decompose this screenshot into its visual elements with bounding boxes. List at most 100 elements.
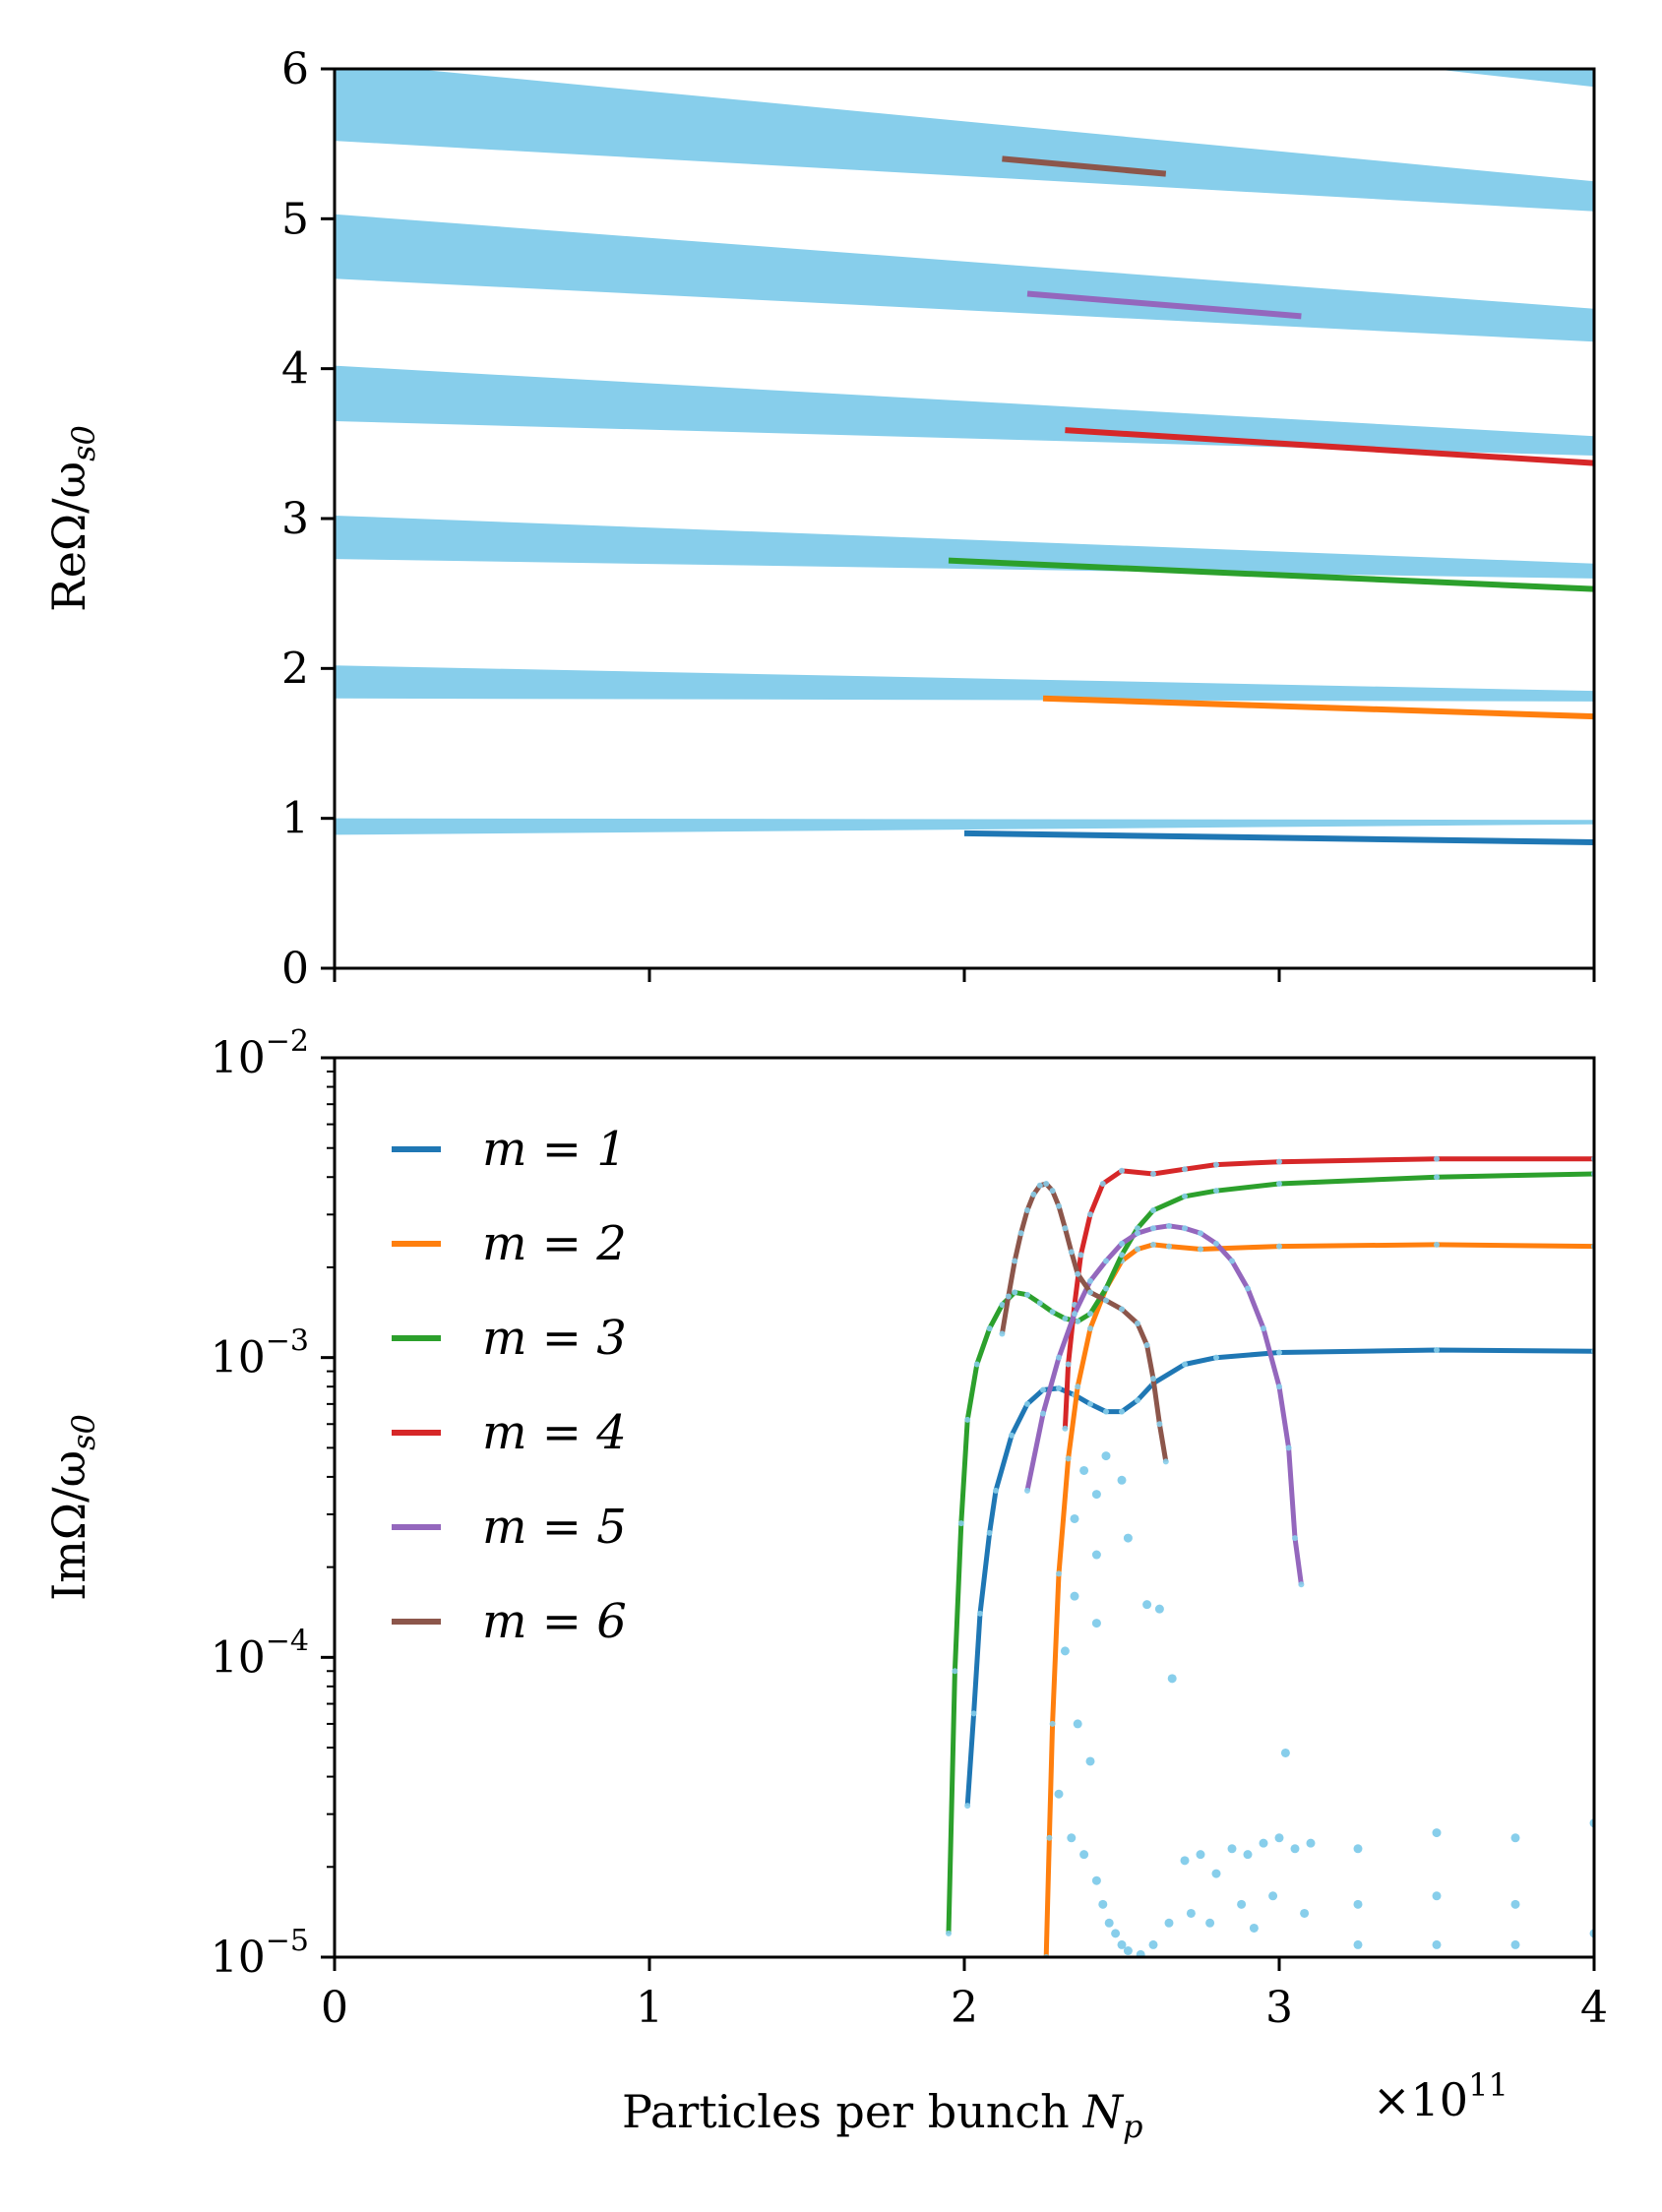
scatter-point	[1136, 1949, 1145, 1957]
bottom-series-m1-marker	[1276, 1349, 1282, 1356]
bottom-series-m1-marker	[1213, 1354, 1219, 1361]
bottom-series-m1-marker	[986, 1529, 993, 1536]
bottom-series-m5-marker	[1245, 1285, 1251, 1292]
bottom-series-m3-marker	[1135, 1225, 1140, 1232]
scatter-point	[1243, 1850, 1253, 1860]
bottom-series-m5-marker	[1087, 1277, 1093, 1284]
bottom-series-m1-marker	[970, 1710, 977, 1717]
scatter-point	[1510, 1939, 1520, 1949]
scatter-point	[1123, 1533, 1133, 1543]
bottom-series-m5-marker	[1198, 1230, 1203, 1237]
bottom-series-m2-marker	[1198, 1246, 1203, 1253]
scatter-point	[1280, 1748, 1290, 1757]
scatter-point	[1353, 1844, 1363, 1854]
bottom-ytick-label: 10−4	[211, 1624, 309, 1683]
bottom-series-m1-marker	[964, 1803, 971, 1810]
bottom-ylabel-sub: s0	[65, 1414, 102, 1450]
band-7	[1432, 69, 1594, 88]
top-series-m4	[1065, 427, 1594, 466]
bottom-series-m3-marker	[1150, 1206, 1156, 1213]
scatter-point	[1104, 1918, 1114, 1928]
scatter-point	[1073, 1719, 1082, 1729]
bottom-series-m3-marker	[999, 1302, 1006, 1309]
bottom-series-m5-marker	[1182, 1225, 1188, 1232]
bottom-series-m2-marker	[1434, 1241, 1440, 1248]
scatter-point	[1148, 1939, 1158, 1949]
bottom-series-m4-marker	[1213, 1161, 1219, 1168]
bottom-series-m2-marker	[1135, 1246, 1140, 1253]
bottom-series-m1	[964, 1347, 1594, 1807]
top-ytick-label: 6	[281, 44, 309, 94]
bottom-series-m6-marker	[1119, 1306, 1125, 1313]
bottom-series-m5-marker	[1276, 1383, 1282, 1390]
bottom-series-m6-marker	[1162, 1458, 1169, 1465]
bottom-scatter-points	[1054, 1451, 1594, 1957]
scatter-point	[1070, 1513, 1079, 1523]
x-multiplier-base: ×10	[1373, 2073, 1468, 2126]
bottom-series-m3	[946, 1171, 1594, 1934]
bottom-series-m1-marker	[1040, 1386, 1046, 1393]
bottom-series-m2-marker	[1049, 1720, 1056, 1727]
bottom-series-m3-marker	[1087, 1311, 1093, 1318]
scatter-point	[1079, 1850, 1089, 1860]
bottom-series-m6-marker	[1135, 1320, 1140, 1326]
bottom-series-m3-marker	[1119, 1252, 1125, 1259]
bottom-series-m4-marker	[1182, 1166, 1188, 1173]
legend-label-m1: m = 1	[482, 1122, 627, 1177]
bottom-xtick-label: 4	[1580, 1983, 1608, 2033]
bottom-series-m1-marker	[1135, 1397, 1140, 1404]
bottom-series-m4	[1062, 1156, 1594, 1429]
bottom-ticks: 0 1 2 3 4 10−5 10−4 10−3 10−2	[211, 1024, 1608, 2033]
bottom-y-axis-label: ImΩ/ωs0	[42, 1414, 102, 1601]
scatter-point	[1091, 1875, 1101, 1885]
bottom-series-m5-marker	[1213, 1240, 1219, 1247]
bottom-series-m3-marker	[1012, 1289, 1018, 1296]
bottom-xtick-label: 3	[1265, 1983, 1293, 2033]
scatter-point	[1186, 1908, 1196, 1918]
scatter-point	[1054, 1789, 1064, 1799]
bottom-series-m6-marker	[1049, 1188, 1056, 1195]
scatter-point	[1085, 1756, 1095, 1766]
top-ytick-label: 2	[281, 644, 309, 694]
scatter-point	[1098, 1899, 1108, 1909]
scatter-point	[1306, 1838, 1316, 1848]
bottom-series-m6-marker	[1087, 1289, 1093, 1296]
scatter-point	[1300, 1908, 1310, 1918]
bottom-series-m6-marker	[1024, 1206, 1030, 1213]
bottom-series-m3-marker	[1024, 1291, 1030, 1298]
bottom-series-m6-marker	[1156, 1421, 1163, 1428]
xlabel-var: N	[1082, 2085, 1125, 2138]
bottom-xtick-label: 0	[321, 1983, 348, 2033]
bottom-ytick-label: 10−3	[211, 1324, 309, 1383]
bottom-series-m1-marker	[1056, 1384, 1062, 1391]
bottom-series-m4-marker	[1062, 1425, 1069, 1432]
bottom-series-m5-marker	[1229, 1258, 1235, 1264]
bottom-series-m3-marker	[1182, 1193, 1188, 1199]
bottom-series-m6-marker	[1043, 1181, 1050, 1188]
bottom-series-m6-marker	[1036, 1182, 1043, 1189]
scatter-point	[1249, 1923, 1259, 1933]
xlabel-sub: p	[1123, 2108, 1142, 2145]
bottom-ytick-label: 10−2	[211, 1024, 309, 1083]
scatter-point	[1091, 1619, 1101, 1628]
bottom-series-m1-marker	[1087, 1400, 1093, 1407]
scatter-point	[1290, 1844, 1300, 1854]
bottom-series-m3-marker	[1213, 1188, 1219, 1195]
bottom-series-m3-marker	[957, 1520, 964, 1527]
bottom-xtick-label: 2	[951, 1983, 978, 2033]
bottom-series-m3-marker	[1276, 1181, 1282, 1188]
scatter-point	[1237, 1899, 1247, 1909]
bottom-series-lines	[946, 1155, 1594, 1957]
bottom-series-m5-marker	[1150, 1225, 1156, 1232]
top-series-m3	[948, 557, 1594, 592]
bottom-series-m3-marker	[1062, 1315, 1069, 1321]
scatter-point	[1091, 1490, 1101, 1500]
bottom-series-m5-marker	[1298, 1581, 1305, 1588]
band-1	[335, 818, 1594, 835]
bottom-series-m3-marker	[1434, 1174, 1440, 1181]
bottom-series-m6-marker	[1075, 1270, 1081, 1277]
legend-label-m4: m = 4	[482, 1405, 627, 1460]
top-series-m5	[1026, 290, 1302, 320]
band-4	[335, 365, 1594, 457]
top-ylabel-sub: s0	[65, 425, 102, 461]
